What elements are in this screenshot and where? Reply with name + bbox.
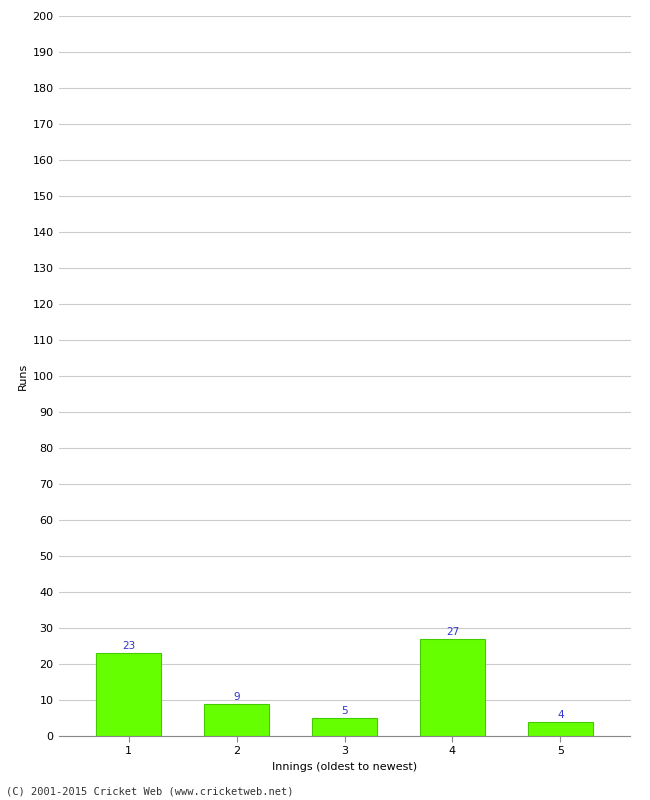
Bar [528,722,593,736]
Y-axis label: Runs: Runs [18,362,29,390]
Text: 9: 9 [233,692,240,702]
Bar [420,638,485,736]
X-axis label: Innings (oldest to newest): Innings (oldest to newest) [272,762,417,772]
Text: (C) 2001-2015 Cricket Web (www.cricketweb.net): (C) 2001-2015 Cricket Web (www.cricketwe… [6,786,294,796]
Bar [204,704,269,736]
Bar [312,718,377,736]
Bar [96,653,161,736]
Text: 5: 5 [341,706,348,716]
Text: 23: 23 [122,642,135,651]
Text: 4: 4 [557,710,564,720]
Text: 27: 27 [446,627,459,637]
